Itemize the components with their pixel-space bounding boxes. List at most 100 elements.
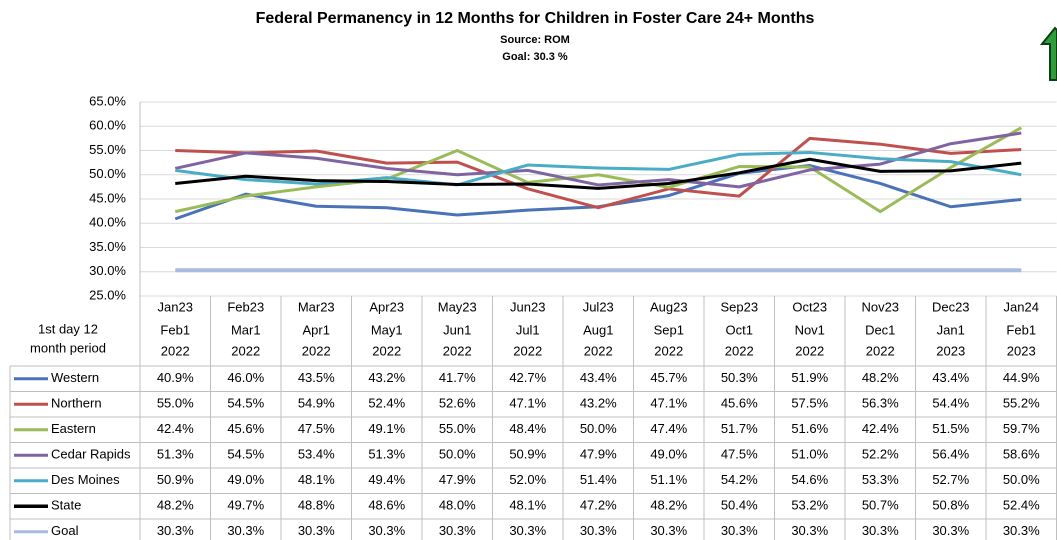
data-label: 45.6%: [227, 421, 264, 436]
series-line: [175, 150, 1022, 187]
data-label: 42.4%: [157, 421, 194, 436]
data-label: 30.3%: [298, 523, 335, 538]
y-tick-label: 25.0%: [89, 287, 126, 302]
data-label: 30.3%: [580, 523, 617, 538]
data-label: 50.9%: [509, 447, 546, 462]
table-header: month period: [30, 340, 106, 355]
data-label: 48.2%: [650, 498, 687, 513]
x-tick-label: 2022: [372, 343, 401, 358]
data-label: 44.9%: [1003, 370, 1040, 385]
x-tick-label: Oct23: [792, 299, 827, 314]
data-label: 49.1%: [368, 421, 405, 436]
data-label: 48.6%: [368, 498, 405, 513]
data-label: 47.5%: [298, 421, 335, 436]
data-label: 30.3%: [932, 523, 969, 538]
data-label: 48.2%: [157, 498, 194, 513]
x-tick-label: Mar23: [298, 299, 335, 314]
series-line: [175, 157, 1022, 190]
x-tick-label: Feb1: [1006, 322, 1036, 337]
y-tick-label: 50.0%: [89, 166, 126, 181]
data-label: 48.1%: [509, 498, 546, 513]
data-label: 48.2%: [862, 370, 899, 385]
data-label: 46.0%: [227, 370, 264, 385]
data-label: 47.9%: [439, 472, 476, 487]
data-label: 49.0%: [227, 472, 264, 487]
data-label: 57.5%: [791, 396, 828, 411]
data-label: 40.9%: [157, 370, 194, 385]
chart-subtitle: Goal: 30.3 %: [502, 51, 568, 63]
data-label: 47.1%: [509, 396, 546, 411]
legend-label: Cedar Rapids: [51, 447, 131, 462]
x-tick-label: Nov1: [795, 322, 825, 337]
data-label: 56.3%: [862, 396, 899, 411]
x-tick-label: Feb23: [227, 299, 264, 314]
data-label: 42.7%: [509, 370, 546, 385]
data-label: 50.3%: [721, 370, 758, 385]
data-label: 53.3%: [862, 472, 899, 487]
data-label: 51.0%: [791, 447, 828, 462]
y-tick-label: 40.0%: [89, 215, 126, 230]
data-label: 54.5%: [227, 396, 264, 411]
data-label: 52.0%: [509, 472, 546, 487]
arrow-icon: [1039, 26, 1057, 81]
data-label: 50.7%: [862, 498, 899, 513]
data-label: 50.0%: [580, 421, 617, 436]
data-label: 43.4%: [580, 370, 617, 385]
data-label: 30.3%: [157, 523, 194, 538]
data-label: 30.3%: [368, 523, 405, 538]
series-line: [175, 136, 1022, 210]
x-tick-label: 2022: [725, 343, 754, 358]
data-label: 56.4%: [932, 447, 969, 462]
data-label: 54.6%: [791, 472, 828, 487]
x-tick-label: 2022: [795, 343, 824, 358]
data-label: 51.6%: [791, 421, 828, 436]
data-label: 45.6%: [721, 396, 758, 411]
y-tick-label: 65.0%: [89, 93, 126, 108]
chart-subtitle: Source: ROM: [500, 34, 570, 46]
data-label: 49.0%: [650, 447, 687, 462]
legend-label: Western: [51, 370, 99, 385]
data-label: 51.3%: [157, 447, 194, 462]
data-label: 53.2%: [791, 498, 828, 513]
data-label: 30.3%: [650, 523, 687, 538]
legend-label: Goal: [51, 523, 79, 538]
x-tick-label: Jan24: [1004, 299, 1039, 314]
x-tick-label: Jun23: [510, 299, 545, 314]
x-tick-label: Jun1: [443, 322, 471, 337]
x-tick-label: Sep23: [720, 299, 758, 314]
data-label: 50.0%: [1003, 472, 1040, 487]
data-label: 52.6%: [439, 396, 476, 411]
x-tick-label: 2023: [1007, 343, 1036, 358]
x-tick-label: 2022: [161, 343, 190, 358]
data-label: 42.4%: [862, 421, 899, 436]
data-label: 48.0%: [439, 498, 476, 513]
data-label: 47.1%: [650, 396, 687, 411]
x-tick-label: Mar1: [231, 322, 261, 337]
x-tick-label: Nov23: [861, 299, 899, 314]
chart-title: Federal Permanency in 12 Months for Chil…: [256, 10, 815, 27]
x-tick-label: Dec1: [865, 322, 895, 337]
x-tick-label: Jul1: [516, 322, 540, 337]
x-tick-label: 2022: [654, 343, 683, 358]
y-tick-label: 30.0%: [89, 263, 126, 278]
x-tick-label: Jan23: [158, 299, 193, 314]
data-label: 51.5%: [932, 421, 969, 436]
x-tick-label: 2022: [302, 343, 331, 358]
data-label: 54.4%: [932, 396, 969, 411]
data-label: 30.3%: [509, 523, 546, 538]
data-label: 48.4%: [509, 421, 546, 436]
data-label: 45.7%: [650, 370, 687, 385]
data-label: 53.4%: [298, 447, 335, 462]
data-label: 51.7%: [721, 421, 758, 436]
x-tick-label: Aug1: [583, 322, 613, 337]
data-label: 50.8%: [932, 498, 969, 513]
data-label: 59.7%: [1003, 421, 1040, 436]
data-label: 47.5%: [721, 447, 758, 462]
data-label: 30.3%: [862, 523, 899, 538]
data-label: 54.9%: [298, 396, 335, 411]
x-tick-label: Apr1: [303, 322, 330, 337]
data-label: 30.3%: [1003, 523, 1040, 538]
x-tick-label: Apr23: [369, 299, 404, 314]
